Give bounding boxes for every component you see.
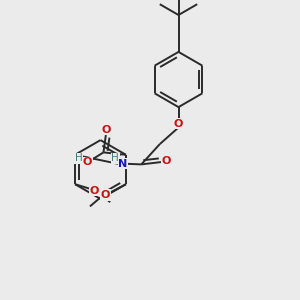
Text: O: O (101, 190, 110, 200)
Text: H: H (111, 153, 119, 164)
Text: O: O (102, 125, 111, 135)
Text: O: O (161, 156, 171, 167)
Text: N: N (118, 159, 127, 169)
Text: H: H (75, 153, 83, 164)
Text: O: O (90, 186, 99, 196)
Text: O: O (82, 157, 92, 167)
Text: O: O (174, 118, 183, 129)
